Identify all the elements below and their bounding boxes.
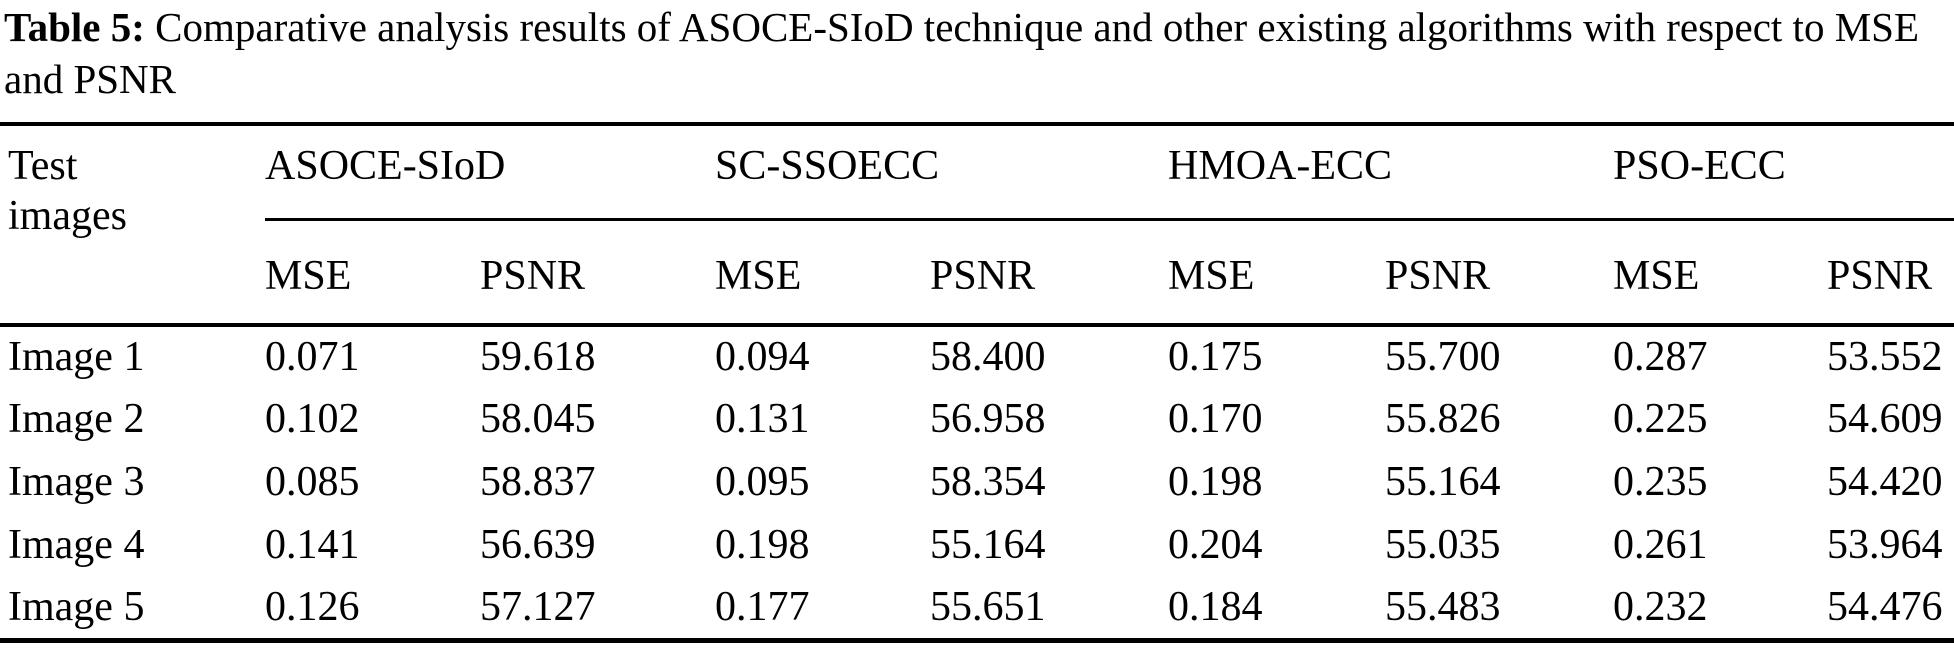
metric-cell: 0.232 — [1613, 583, 1708, 630]
metric-header-psnr: PSNR — [480, 219, 716, 328]
metric-cell: 54.609 — [1827, 396, 1943, 443]
metric-cell: 58.045 — [480, 396, 596, 443]
table-row-image-2: Image 2 0.102 58.045 0.131 56.958 0.170 … — [0, 388, 1954, 451]
metric-cell: 0.198 — [1168, 459, 1263, 506]
group-header-sc-ssoecc: SC-SSOECC — [715, 124, 1169, 221]
table-row-image-1: Image 1 0.071 59.618 0.094 58.400 0.175 … — [0, 325, 1954, 388]
metric-header-row: MSE PSNR MSE PSNR MSE PSNR MSE PSNR — [0, 219, 1954, 328]
metric-cell: 58.837 — [480, 459, 596, 506]
metric-cell: 0.261 — [1613, 522, 1708, 569]
table-row-image-4: Image 4 0.141 56.639 0.198 55.164 0.204 … — [0, 514, 1954, 577]
metric-cell: 55.164 — [930, 522, 1046, 569]
metric-cell: 0.184 — [1168, 583, 1263, 630]
metric-cell: 55.035 — [1385, 522, 1501, 569]
metric-cell: 0.141 — [265, 522, 360, 569]
caption-label: Table 5: — [4, 4, 145, 50]
table-row-image-5: Image 5 0.126 57.127 0.177 55.651 0.184 … — [0, 577, 1954, 640]
metric-cell: 0.095 — [715, 459, 810, 506]
metric-cell: 56.958 — [930, 396, 1046, 443]
group-header-pso-ecc: PSO-ECC — [1613, 124, 1954, 221]
metric-header-psnr: PSNR — [1385, 219, 1614, 328]
metric-cell: 56.639 — [480, 522, 596, 569]
metric-cell: 0.204 — [1168, 522, 1263, 569]
metric-cell: 54.476 — [1827, 583, 1943, 630]
metric-cell: 0.225 — [1613, 396, 1708, 443]
table-caption: Table 5: Comparative analysis results of… — [0, 0, 1954, 105]
metric-cell: 0.102 — [265, 396, 360, 443]
row-label: Image 3 — [8, 459, 145, 506]
caption-text: Comparative analysis results of ASOCE-SI… — [4, 4, 1920, 102]
metric-header-mse: MSE — [265, 219, 480, 328]
corner-header-test-images: Test images — [0, 124, 265, 328]
results-table: Test images ASOCE-SIoD SC-SSOECC HMOA-EC… — [0, 122, 1954, 643]
metric-cell: 0.131 — [715, 396, 810, 443]
metric-header-mse: MSE — [1613, 219, 1828, 328]
row-label: Image 1 — [8, 334, 145, 381]
metric-header-psnr: PSNR — [930, 219, 1169, 328]
metric-cell: 0.198 — [715, 522, 810, 569]
metric-cell: 58.400 — [930, 334, 1046, 381]
metric-cell: 54.420 — [1827, 459, 1943, 506]
metric-header-mse: MSE — [715, 219, 931, 328]
metric-header-mse: MSE — [1168, 219, 1386, 328]
group-header-asoce-siod: ASOCE-SIoD — [265, 124, 716, 221]
metric-cell: 55.651 — [930, 583, 1046, 630]
row-label: Image 2 — [8, 396, 145, 443]
row-label: Image 5 — [8, 583, 145, 630]
metric-cell: 57.127 — [480, 583, 596, 630]
corner-header-label: Test images — [8, 143, 127, 239]
metric-cell: 0.071 — [265, 334, 360, 381]
metric-cell: 53.552 — [1827, 334, 1943, 381]
metric-cell: 55.700 — [1385, 334, 1501, 381]
metric-cell: 0.287 — [1613, 334, 1708, 381]
metric-cell: 55.826 — [1385, 396, 1501, 443]
metric-header-psnr: PSNR — [1827, 219, 1954, 328]
metric-cell: 0.170 — [1168, 396, 1263, 443]
metric-cell: 0.085 — [265, 459, 360, 506]
metric-cell: 0.094 — [715, 334, 810, 381]
metric-cell: 55.164 — [1385, 459, 1501, 506]
row-label: Image 4 — [8, 522, 145, 569]
group-header-hmoa-ecc: HMOA-ECC — [1168, 124, 1614, 221]
metric-cell: 58.354 — [930, 459, 1046, 506]
table-row-image-3: Image 3 0.085 58.837 0.095 58.354 0.198 … — [0, 451, 1954, 514]
metric-cell: 59.618 — [480, 334, 596, 381]
metric-cell: 0.235 — [1613, 459, 1708, 506]
metric-cell: 0.126 — [265, 583, 360, 630]
metric-cell: 55.483 — [1385, 583, 1501, 630]
metric-cell: 53.964 — [1827, 522, 1943, 569]
metric-cell: 0.175 — [1168, 334, 1263, 381]
metric-cell: 0.177 — [715, 583, 810, 630]
group-header-row: Test images ASOCE-SIoD SC-SSOECC HMOA-EC… — [0, 124, 1954, 328]
